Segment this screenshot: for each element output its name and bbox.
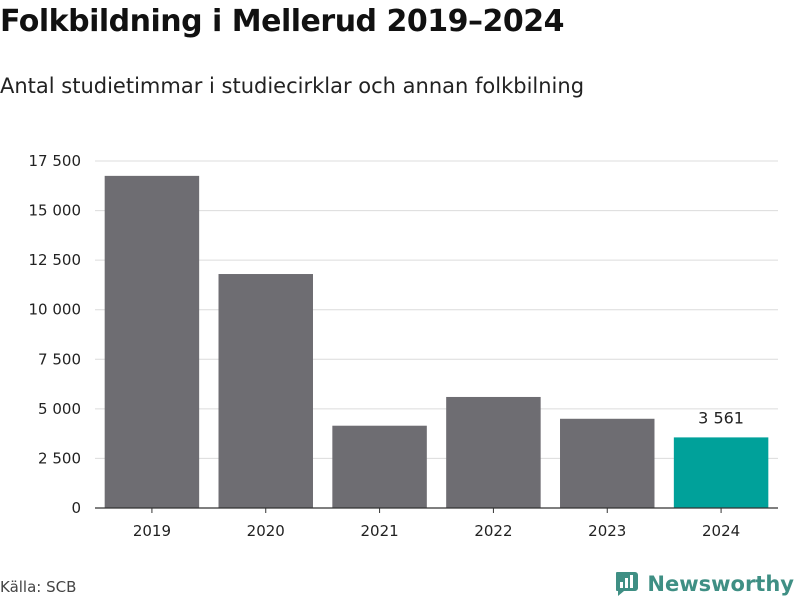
y-tick-label: 0 [71, 499, 81, 517]
bar-2020[interactable] [218, 274, 313, 508]
y-tick-label: 15 000 [29, 202, 82, 220]
y-tick-label: 10 000 [29, 301, 82, 319]
x-tick-label: 2021 [360, 522, 398, 540]
chart-title: Folkbildning i Mellerud 2019–2024 [0, 4, 564, 39]
y-tick-label: 12 500 [29, 251, 82, 269]
x-tick-label: 2024 [702, 522, 740, 540]
x-tick-label: 2020 [247, 522, 285, 540]
x-tick-label: 2023 [588, 522, 626, 540]
bar-2024[interactable] [673, 437, 769, 508]
y-tick-label: 2 500 [38, 449, 81, 467]
brand-name: Newsworthy [647, 572, 794, 596]
x-tick-label: 2022 [474, 522, 512, 540]
axes: 0 2 500 5 000 7 500 10 000 12 500 15 000 17 500… [29, 152, 778, 540]
newsworthy-logo-icon [616, 572, 639, 596]
y-tick-label: 7 500 [38, 350, 81, 368]
bar-2019[interactable] [104, 175, 200, 508]
chart-subtitle: Antal studietimmar i studiecirklar och a… [0, 74, 585, 98]
bar-2021[interactable] [332, 425, 427, 508]
bars [104, 175, 769, 508]
source-note: Källa: SCB [0, 578, 77, 596]
y-tick-label: 5 000 [38, 400, 81, 418]
gridlines [95, 160, 778, 459]
bar-2023[interactable] [560, 418, 655, 508]
y-tick-label: 17 500 [29, 152, 82, 170]
brand-lockup[interactable]: Newsworthy [615, 569, 794, 599]
x-tick-label: 2019 [133, 522, 171, 540]
bar-2022[interactable] [446, 396, 541, 508]
data-label: 3 561 [698, 408, 744, 427]
